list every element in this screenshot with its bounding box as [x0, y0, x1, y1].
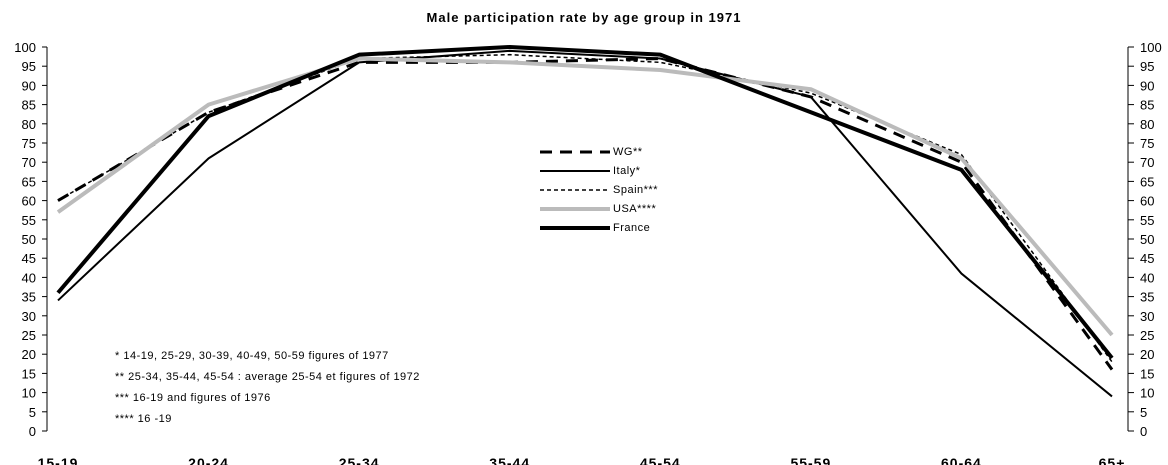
- series-line: [56, 56, 1114, 337]
- y-tick-label: 65: [22, 174, 36, 189]
- annotation: ** 25-34, 35-44, 45-54 : average 25-54 e…: [115, 371, 420, 383]
- annotation: **** 16 -19: [115, 413, 172, 425]
- x-tick-label: 60-64: [941, 455, 982, 465]
- y2-tick-label: 85: [1140, 98, 1154, 113]
- y2-tick-label: 50: [1140, 232, 1154, 247]
- y2-tick-label: 55: [1140, 213, 1154, 228]
- series-line: [57, 53, 1113, 363]
- legend-label: Italy*: [613, 165, 641, 177]
- y2-tick-label: 5: [1140, 405, 1147, 420]
- y-tick-label: 35: [22, 290, 36, 305]
- annotation: *** 16-19 and figures of 1976: [115, 392, 271, 404]
- y2-tick-label: 15: [1140, 366, 1154, 381]
- y-tick-label: 0: [29, 424, 36, 439]
- y2-tick-label: 60: [1140, 194, 1154, 209]
- y-tick-label: 50: [22, 232, 36, 247]
- y2-tick-label: 80: [1140, 117, 1154, 132]
- y-tick-label: 10: [22, 386, 36, 401]
- annotation: * 14-19, 25-29, 30-39, 40-49, 50-59 figu…: [115, 350, 389, 362]
- y-tick-label: 100: [14, 40, 36, 55]
- x-tick-label: 20-24: [188, 455, 229, 465]
- y-tick-label: 15: [22, 366, 36, 381]
- x-tick-label: 15-19: [38, 455, 79, 465]
- x-tick-label: 25-34: [339, 455, 380, 465]
- x-tick-label: 65+: [1099, 455, 1126, 465]
- y-tick-label: 25: [22, 328, 36, 343]
- chart-title: Male participation rate by age group in …: [427, 10, 742, 25]
- y-tick-label: 60: [22, 194, 36, 209]
- y2-tick-label: 70: [1140, 155, 1154, 170]
- y-tick-label: 75: [22, 136, 36, 151]
- y2-tick-label: 25: [1140, 328, 1154, 343]
- y-tick-label: 5: [29, 405, 36, 420]
- y-tick-label: 20: [22, 347, 36, 362]
- y-tick-label: 45: [22, 251, 36, 266]
- y2-tick-label: 35: [1140, 290, 1154, 305]
- y2-tick-label: 30: [1140, 309, 1154, 324]
- y-tick-label: 55: [22, 213, 36, 228]
- legend-label: WG**: [613, 146, 643, 158]
- x-tick-label: 45-54: [640, 455, 681, 465]
- y-tick-label: 80: [22, 117, 36, 132]
- y2-tick-label: 100: [1140, 40, 1162, 55]
- series-line: [57, 57, 1114, 371]
- y2-tick-label: 95: [1140, 59, 1154, 74]
- legend-label: France: [613, 222, 650, 234]
- y2-tick-label: 20: [1140, 347, 1154, 362]
- series-line: [56, 45, 1114, 360]
- y2-tick-label: 90: [1140, 78, 1154, 93]
- y2-tick-label: 45: [1140, 251, 1154, 266]
- y-tick-label: 30: [22, 309, 36, 324]
- y-tick-label: 40: [22, 270, 36, 285]
- y2-tick-label: 0: [1140, 424, 1147, 439]
- y2-tick-label: 10: [1140, 386, 1154, 401]
- y-tick-label: 85: [22, 98, 36, 113]
- legend-label: Spain***: [613, 184, 658, 196]
- y-tick-label: 90: [22, 78, 36, 93]
- x-tick-label: 55-59: [790, 455, 831, 465]
- y2-tick-label: 65: [1140, 174, 1154, 189]
- y2-tick-label: 40: [1140, 270, 1154, 285]
- y2-tick-label: 75: [1140, 136, 1154, 151]
- x-tick-label: 35-44: [489, 455, 530, 465]
- y-tick-label: 95: [22, 59, 36, 74]
- y-tick-label: 70: [22, 155, 36, 170]
- legend-label: USA****: [613, 203, 656, 215]
- series-line: [57, 49, 1113, 398]
